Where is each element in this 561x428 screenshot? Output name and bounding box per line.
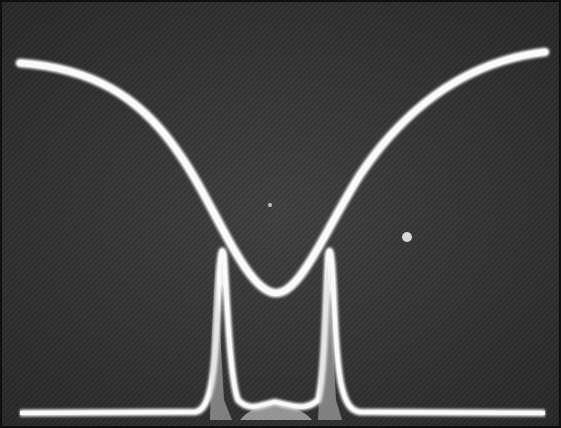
oscilloscope-photo bbox=[0, 0, 561, 428]
spot bbox=[402, 232, 412, 242]
screen-shade bbox=[1, 1, 560, 427]
page bbox=[0, 0, 561, 428]
spot bbox=[268, 203, 272, 207]
